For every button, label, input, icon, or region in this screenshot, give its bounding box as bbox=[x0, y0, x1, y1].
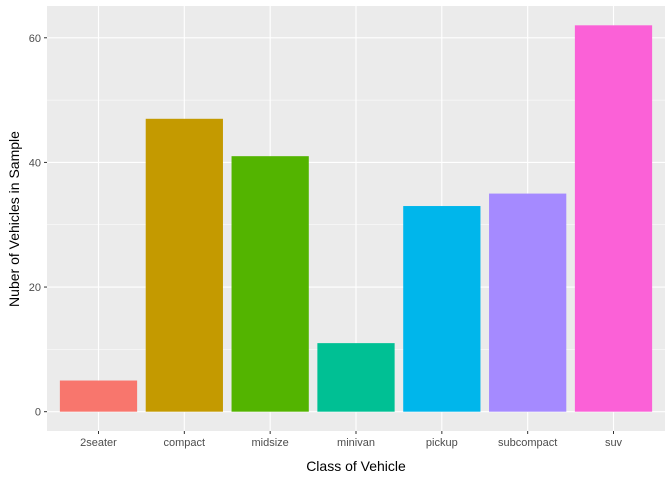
bar-midsize bbox=[231, 156, 309, 412]
bars bbox=[59, 25, 653, 412]
x-tick-label: pickup bbox=[426, 437, 458, 449]
y-tick-label: 40 bbox=[29, 157, 41, 169]
bar-pickup bbox=[403, 206, 481, 412]
bar-compact bbox=[145, 118, 223, 412]
y-axis-ticks: 0 20 40 60 bbox=[29, 33, 47, 419]
y-axis-title: Nuber of Vehicles in Sample bbox=[6, 131, 22, 307]
x-tick-label: minivan bbox=[337, 437, 375, 449]
bar-minivan bbox=[317, 343, 395, 412]
y-tick-label: 0 bbox=[35, 407, 41, 419]
x-axis-ticks: 2seater compact midsize minivan pickup subcom… bbox=[80, 431, 623, 449]
bar-2seater bbox=[59, 380, 138, 412]
x-tick-label: 2seater bbox=[80, 437, 117, 449]
bar-subcompact bbox=[489, 193, 567, 412]
x-tick-label: suv bbox=[605, 437, 623, 449]
y-tick-label: 60 bbox=[29, 33, 41, 45]
x-tick-label: midsize bbox=[252, 437, 289, 449]
bar-suv bbox=[574, 25, 653, 412]
y-tick-label: 20 bbox=[29, 282, 41, 294]
x-tick-label: compact bbox=[164, 437, 206, 449]
x-axis-title: Class of Vehicle bbox=[306, 458, 406, 474]
x-tick-label: subcompact bbox=[498, 437, 557, 449]
